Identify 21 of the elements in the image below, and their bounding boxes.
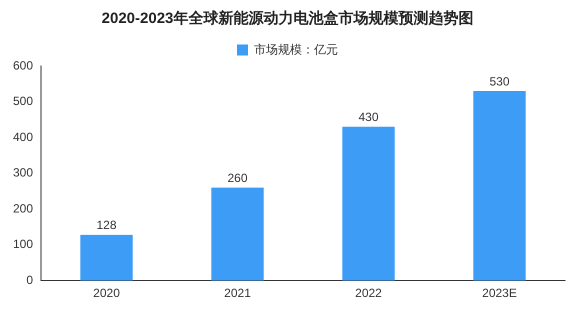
legend-label: 市场规模：亿元 <box>254 42 338 56</box>
bar <box>473 91 526 281</box>
x-tick-label: 2022 <box>355 286 382 300</box>
data-label: 530 <box>489 74 510 88</box>
data-label: 260 <box>228 170 248 185</box>
y-tick-label: 200 <box>12 201 34 216</box>
bar <box>342 126 395 281</box>
x-tick-label: 2021 <box>224 286 252 300</box>
data-label: 128 <box>96 218 117 232</box>
bar <box>80 234 133 281</box>
y-tick-label: 0 <box>26 272 34 287</box>
y-tick-label: 300 <box>12 166 34 180</box>
x-tick-label: 2020 <box>93 286 120 300</box>
bar <box>211 188 264 281</box>
y-tick-label: 600 <box>12 58 34 72</box>
chart-title: 2020-2023年全球新能源动力电池盒市场规模预测趋势图 <box>102 9 474 28</box>
data-label: 430 <box>358 110 379 124</box>
x-tick-label: 2023E <box>482 286 517 300</box>
y-tick-label: 500 <box>12 94 34 108</box>
y-tick-label: 400 <box>12 130 34 144</box>
y-tick-label: 100 <box>12 237 34 252</box>
